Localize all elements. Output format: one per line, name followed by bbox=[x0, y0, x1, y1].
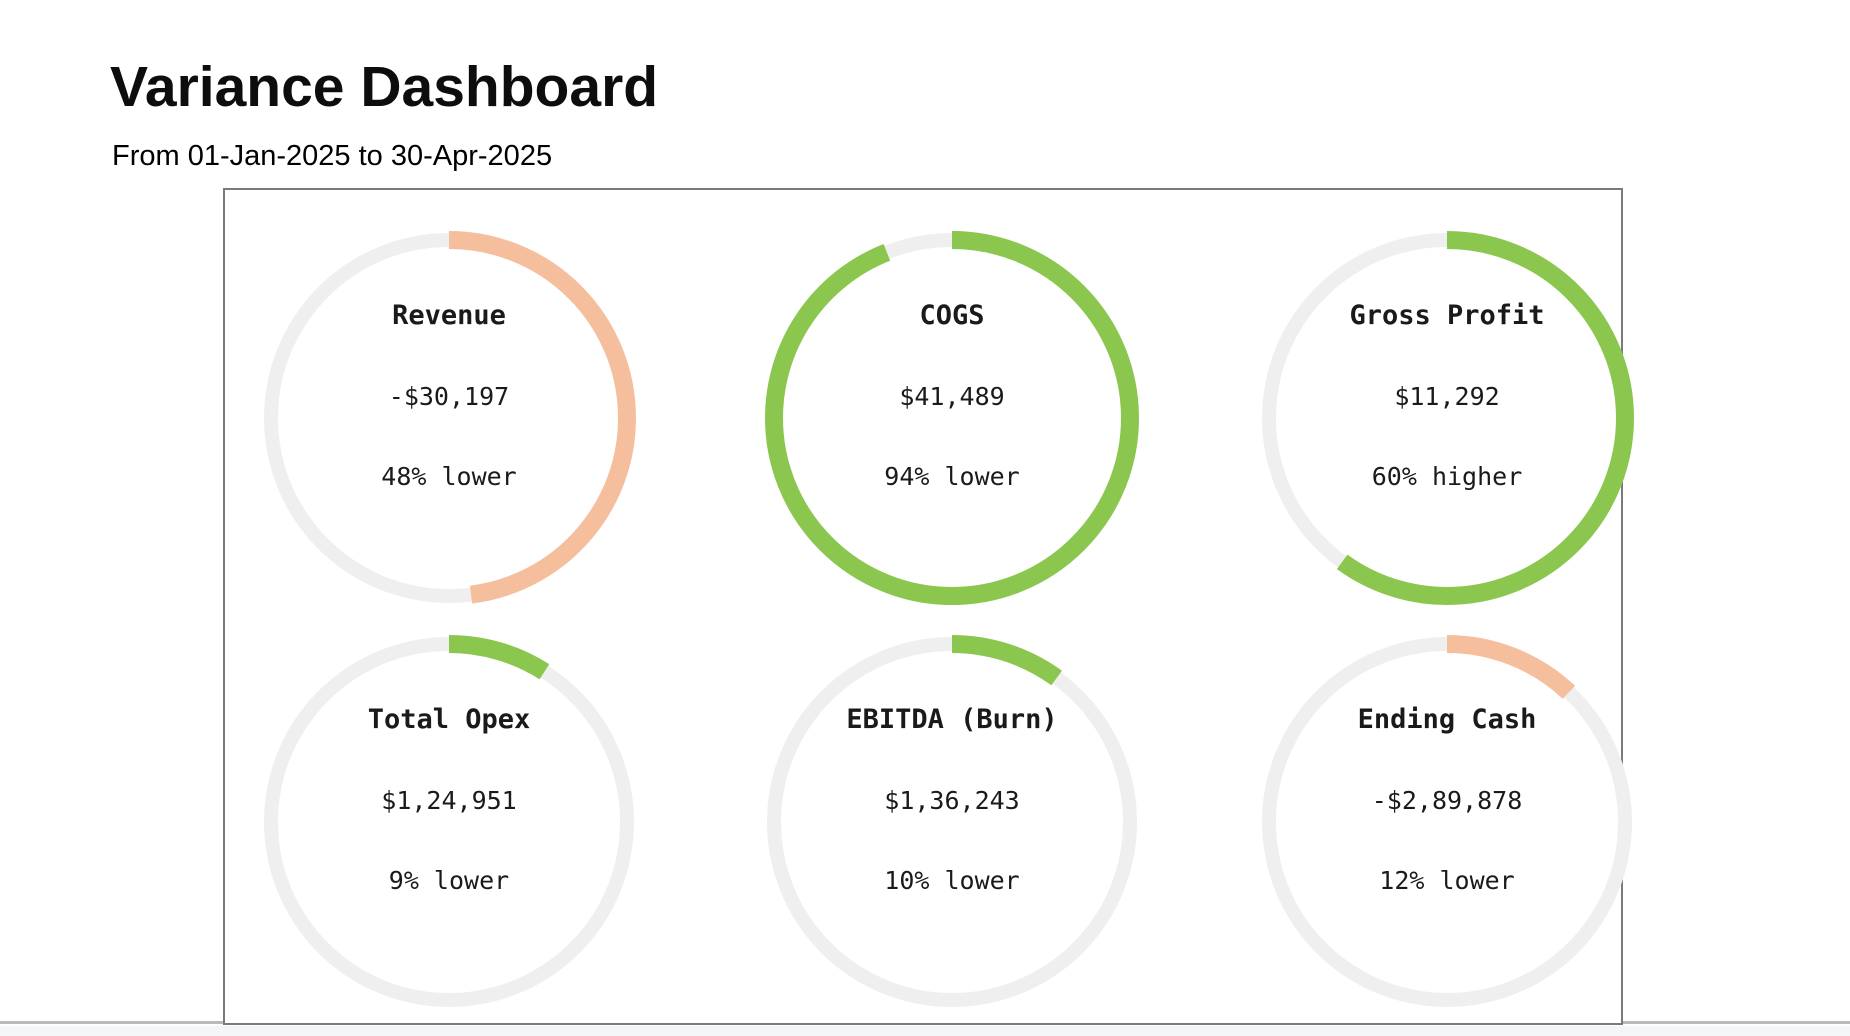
gauge-arc bbox=[1260, 635, 1634, 1009]
gauge-arc bbox=[765, 231, 1139, 605]
gauge-value: -$2,89,878 bbox=[1371, 786, 1523, 815]
gauge-value: $41,489 bbox=[899, 382, 1005, 411]
gauge-delta: 60% higher bbox=[1371, 462, 1523, 491]
gauge-arc bbox=[262, 635, 636, 1009]
gauge-arc bbox=[765, 635, 1139, 1009]
gauge-gross-profit: Gross Profit $11,292 60% higher bbox=[1257, 228, 1637, 608]
gauge-ring bbox=[765, 231, 1139, 605]
gauge-label: COGS bbox=[919, 300, 985, 331]
gauge-delta: 94% lower bbox=[884, 462, 1020, 491]
gauge-label: Ending Cash bbox=[1357, 704, 1537, 735]
gauge-ring bbox=[1260, 635, 1634, 1009]
gauge-delta: 9% lower bbox=[388, 866, 510, 895]
page-subtitle: From 01-Jan-2025 to 30-Apr-2025 bbox=[112, 140, 553, 172]
gauge-delta: 12% lower bbox=[1379, 866, 1515, 895]
gauge-track bbox=[767, 637, 1137, 1007]
gauge-ring bbox=[765, 635, 1139, 1009]
gauge-value: $11,292 bbox=[1394, 382, 1500, 411]
gauge-ring bbox=[262, 635, 636, 1009]
gauge-total-opex: Total Opex $1,24,951 9% lower bbox=[259, 632, 639, 1012]
gauge-ebitda: EBITDA (Burn) $1,36,243 10% lower bbox=[762, 632, 1142, 1012]
gauge-ending-cash: Ending Cash -$2,89,878 12% lower bbox=[1257, 632, 1637, 1012]
gauge-track bbox=[264, 637, 634, 1007]
gauge-delta: 48% lower bbox=[381, 462, 517, 491]
bottom-scroll-strip bbox=[0, 1026, 1850, 1036]
gauge-delta: 10% lower bbox=[884, 866, 1020, 895]
gauge-label: Revenue bbox=[392, 300, 506, 331]
gauge-ring bbox=[262, 231, 636, 605]
gauge-value: -$30,197 bbox=[388, 382, 510, 411]
page-title: Variance Dashboard bbox=[110, 55, 659, 119]
gauge-revenue: Revenue -$30,197 48% lower bbox=[259, 228, 639, 608]
gauge-arc bbox=[1260, 231, 1634, 605]
gauge-value: $1,36,243 bbox=[884, 786, 1020, 815]
gauge-cogs: COGS $41,489 94% lower bbox=[762, 228, 1142, 608]
gauge-track bbox=[1262, 637, 1632, 1007]
gauge-ring bbox=[1260, 231, 1634, 605]
gauge-label: Gross Profit bbox=[1349, 300, 1545, 331]
gauge-value: $1,24,951 bbox=[381, 786, 517, 815]
gauge-label: Total Opex bbox=[367, 704, 531, 735]
gauge-arc bbox=[262, 231, 636, 605]
dashboard-panel: Revenue -$30,197 48% lower COGS $41,489 … bbox=[223, 188, 1634, 1025]
gauge-label: EBITDA (Burn) bbox=[846, 704, 1058, 735]
